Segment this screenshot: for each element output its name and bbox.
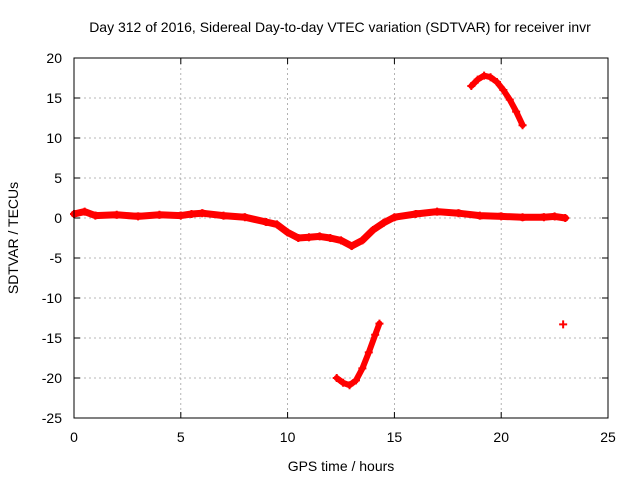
data-point: [176, 211, 185, 220]
data-point: [561, 214, 570, 222]
data-point: [198, 209, 207, 218]
series-main-band: [70, 207, 570, 250]
data-point: [187, 210, 196, 218]
data-point: [112, 210, 121, 219]
data-point: [358, 236, 367, 245]
data-point: [134, 212, 143, 221]
x-tick-label: 20: [493, 429, 509, 445]
series-falling-arc: [467, 71, 527, 130]
data-point: [371, 330, 380, 339]
series-line: [333, 320, 383, 389]
data-point: [283, 228, 292, 237]
data-point: [473, 75, 482, 84]
data-point: [499, 86, 508, 94]
data-point: [351, 376, 360, 385]
y-tick-label: 0: [54, 210, 62, 226]
data-point: [454, 209, 463, 218]
x-tick-label: 0: [70, 429, 78, 445]
data-point: [219, 211, 228, 220]
data-point: [347, 242, 356, 250]
y-tick-label: -5: [50, 250, 63, 266]
y-tick-label: -20: [42, 370, 62, 386]
data-point: [505, 95, 514, 104]
data-point: [332, 374, 341, 382]
data-point: [339, 378, 348, 387]
data-point: [375, 319, 384, 328]
series-noise: [73, 209, 566, 250]
data-point: [262, 218, 271, 226]
data-series: [70, 71, 570, 390]
series-isolated-point: [559, 320, 568, 329]
data-point: [155, 210, 164, 219]
axes: 0 5 10 15 20 25 -25 -20 -15 -10 -5 0 5 10 15 20: [42, 50, 616, 445]
data-point: [486, 73, 495, 82]
data-point: [467, 82, 476, 90]
y-tick-label: -25: [42, 410, 62, 426]
data-point: [518, 213, 527, 222]
data-point: [550, 212, 559, 221]
data-point: [80, 207, 89, 216]
x-axis-label: GPS time / hours: [288, 458, 395, 474]
data-point: [294, 234, 303, 242]
y-tick-label: 15: [46, 90, 62, 106]
x-tick-label: 15: [387, 429, 403, 445]
data-point: [337, 236, 345, 245]
x-tick-label: 25: [600, 429, 616, 445]
data-point: [315, 232, 324, 241]
data-point: [304, 233, 313, 242]
data-point: [91, 211, 100, 220]
data-point: [358, 364, 367, 373]
data-point: [492, 78, 501, 86]
y-tick-label: -10: [42, 290, 62, 306]
x-tick-label: 10: [280, 429, 296, 445]
data-point: [369, 226, 378, 234]
data-point: [559, 320, 568, 329]
y-tick-label: -15: [42, 330, 62, 346]
data-point: [433, 207, 442, 216]
series-rising-arc: [332, 319, 384, 390]
data-point: [272, 220, 281, 229]
x-tick-label: 5: [177, 429, 185, 445]
data-point: [539, 213, 548, 222]
y-tick-label: 5: [54, 170, 62, 186]
data-point: [364, 348, 373, 357]
y-axis-label: SDTVAR / TECUs: [5, 182, 21, 294]
data-point: [411, 210, 420, 218]
data-point: [518, 121, 527, 130]
data-point: [379, 218, 388, 227]
data-point: [475, 211, 484, 220]
y-tick-label: 20: [46, 50, 62, 66]
data-point: [240, 213, 249, 222]
data-point: [512, 107, 521, 116]
data-point: [326, 234, 335, 242]
y-tick-label: 10: [46, 130, 62, 146]
data-point: [390, 213, 399, 222]
data-point: [480, 71, 489, 80]
data-point: [497, 212, 506, 221]
chart-title: Day 312 of 2016, Sidereal Day-to-day VTE…: [89, 19, 591, 35]
plot-frame: [73, 57, 609, 419]
data-point: [345, 381, 354, 390]
